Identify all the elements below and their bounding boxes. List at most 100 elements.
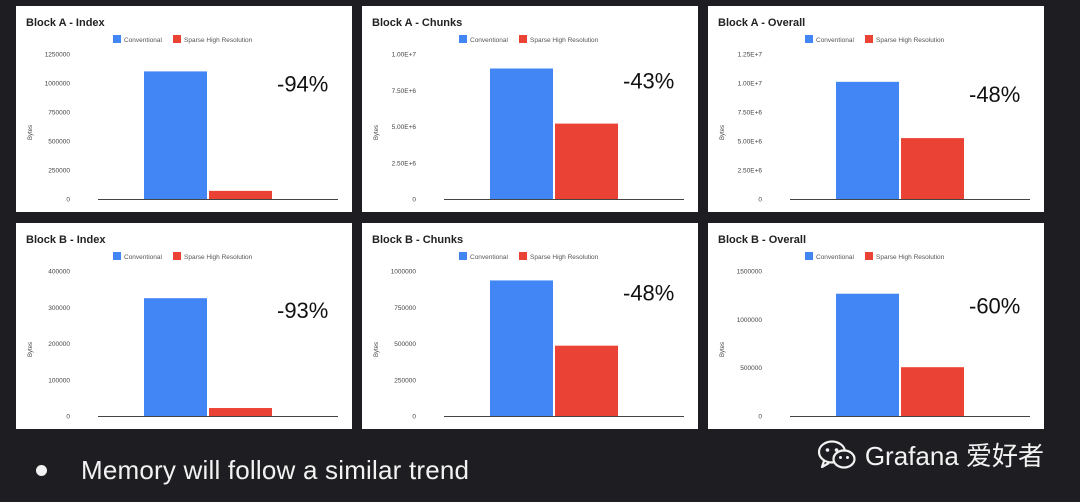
legend-label: Sparse High Resolution bbox=[530, 254, 599, 261]
y-tick-label: 1000000 bbox=[391, 269, 417, 276]
legend-swatch bbox=[805, 252, 813, 260]
y-tick-label: 2.50E+6 bbox=[392, 160, 417, 167]
watermark-text: Grafana 爱好者 bbox=[864, 441, 1044, 471]
chart-title: Block A - Overall bbox=[718, 17, 805, 29]
y-tick-label: 1500000 bbox=[737, 269, 763, 276]
legend-swatch bbox=[865, 252, 873, 260]
legend-label: Sparse High Resolution bbox=[184, 37, 253, 44]
legend-swatch bbox=[173, 35, 181, 43]
y-tick-label: 300000 bbox=[48, 305, 70, 312]
legend-label: Sparse High Resolution bbox=[876, 254, 945, 261]
chart-svg: Block B - Index Conventional Sparse High R… bbox=[26, 234, 338, 421]
y-tick-label: 5.00E+6 bbox=[738, 139, 763, 146]
chart-title: Block B - Index bbox=[26, 234, 106, 246]
reduction-annotation: -43% bbox=[623, 69, 674, 94]
y-tick-label: 1000000 bbox=[45, 81, 71, 88]
legend-swatch bbox=[459, 35, 467, 43]
bar-sparse-high-resolution bbox=[209, 408, 272, 416]
y-tick-label: 750000 bbox=[48, 110, 70, 117]
y-tick-label: 200000 bbox=[48, 341, 70, 348]
reduction-annotation: -60% bbox=[969, 294, 1020, 319]
reduction-annotation: -48% bbox=[623, 280, 674, 305]
legend-label: Conventional bbox=[124, 254, 162, 261]
y-tick-label: 1.00E+7 bbox=[738, 81, 763, 88]
wechat-icon bbox=[817, 439, 856, 469]
y-tick-label: 5.00E+6 bbox=[392, 124, 417, 131]
y-tick-label: 0 bbox=[66, 414, 70, 421]
chart-svg: Block B - Chunks Conventional Sparse High … bbox=[372, 234, 684, 421]
bar-conventional bbox=[836, 293, 899, 416]
reduction-annotation: -48% bbox=[969, 82, 1020, 107]
y-tick-label: 0 bbox=[758, 197, 762, 204]
reduction-annotation: -93% bbox=[277, 298, 328, 323]
chart-panel: Block B - Chunks Conventional Sparse High … bbox=[362, 223, 698, 429]
bar-sparse-high-resolution bbox=[901, 367, 964, 416]
legend-swatch bbox=[113, 35, 121, 43]
y-tick-label: 750000 bbox=[394, 305, 416, 312]
bar-sparse-high-resolution bbox=[209, 190, 272, 199]
chart-panel: Block B - Index Conventional Sparse High R… bbox=[16, 223, 352, 429]
y-axis-label: Bytes bbox=[28, 342, 34, 357]
chart-svg: Block A - Index Conventional Sparse High R… bbox=[26, 17, 338, 204]
legend-swatch bbox=[459, 252, 467, 260]
chart-legend: Conventional Sparse High Resolution bbox=[113, 35, 253, 44]
y-tick-label: 500000 bbox=[740, 365, 762, 372]
bullet-dot bbox=[36, 465, 47, 476]
bar-conventional bbox=[490, 68, 553, 199]
chart-title: Block B - Chunks bbox=[372, 234, 463, 246]
y-tick-label: 0 bbox=[758, 414, 762, 421]
y-tick-label: 1250000 bbox=[45, 52, 71, 59]
y-axis-label: Bytes bbox=[28, 125, 34, 140]
chart-legend: Conventional Sparse High Resolution bbox=[113, 252, 253, 261]
y-tick-label: 1.25E+7 bbox=[738, 52, 763, 59]
y-axis-label: Bytes bbox=[374, 342, 380, 357]
y-tick-label: 7.50E+6 bbox=[392, 88, 417, 95]
chart-legend: Conventional Sparse High Resolution bbox=[805, 252, 945, 261]
y-tick-label: 1000000 bbox=[737, 317, 763, 324]
legend-label: Conventional bbox=[470, 254, 508, 261]
y-tick-label: 1.00E+7 bbox=[392, 52, 417, 59]
bullet-text: Memory will follow a similar trend bbox=[81, 455, 470, 485]
chart-svg: Block A - Overall Conventional Sparse High… bbox=[718, 17, 1030, 204]
legend-swatch bbox=[519, 252, 527, 260]
bar-conventional bbox=[144, 71, 207, 199]
watermark: Grafana 爱好者 bbox=[817, 436, 1044, 473]
chart-legend: Conventional Sparse High Resolution bbox=[459, 35, 599, 44]
legend-label: Conventional bbox=[470, 37, 508, 44]
y-tick-label: 500000 bbox=[394, 341, 416, 348]
y-tick-label: 400000 bbox=[48, 269, 70, 276]
y-tick-label: 0 bbox=[412, 197, 416, 204]
bar-conventional bbox=[490, 280, 553, 416]
legend-label: Conventional bbox=[816, 254, 854, 261]
y-tick-label: 2.50E+6 bbox=[738, 168, 763, 175]
chart-title: Block B - Overall bbox=[718, 234, 806, 246]
reduction-annotation: -94% bbox=[277, 71, 328, 96]
y-axis-label: Bytes bbox=[720, 342, 726, 357]
legend-label: Sparse High Resolution bbox=[184, 254, 253, 261]
chart-panel: Block A - Index Conventional Sparse High R… bbox=[16, 6, 352, 212]
legend-label: Sparse High Resolution bbox=[530, 37, 599, 44]
y-tick-label: 100000 bbox=[48, 377, 70, 384]
chart-title: Block A - Chunks bbox=[372, 17, 462, 29]
y-tick-label: 7.50E+6 bbox=[738, 110, 763, 117]
y-tick-label: 250000 bbox=[394, 377, 416, 384]
y-axis-label: Bytes bbox=[720, 125, 726, 140]
legend-label: Sparse High Resolution bbox=[876, 37, 945, 44]
bar-sparse-high-resolution bbox=[901, 138, 964, 199]
chart-panel: Block A - Chunks Conventional Sparse High … bbox=[362, 6, 698, 212]
chart-svg: Block A - Chunks Conventional Sparse High … bbox=[372, 17, 684, 204]
bar-conventional bbox=[836, 81, 899, 199]
legend-swatch bbox=[519, 35, 527, 43]
legend-label: Conventional bbox=[816, 37, 854, 44]
bar-sparse-high-resolution bbox=[555, 345, 618, 416]
legend-swatch bbox=[173, 252, 181, 260]
legend-swatch bbox=[113, 252, 121, 260]
y-tick-label: 500000 bbox=[48, 139, 70, 146]
y-tick-label: 0 bbox=[66, 197, 70, 204]
chart-panel: Block A - Overall Conventional Sparse High… bbox=[708, 6, 1044, 212]
chart-svg: Block B - Overall Conventional Sparse High… bbox=[718, 234, 1030, 421]
chart-panel: Block B - Overall Conventional Sparse High… bbox=[708, 223, 1044, 429]
legend-swatch bbox=[805, 35, 813, 43]
legend-swatch bbox=[865, 35, 873, 43]
y-tick-label: 250000 bbox=[48, 168, 70, 175]
